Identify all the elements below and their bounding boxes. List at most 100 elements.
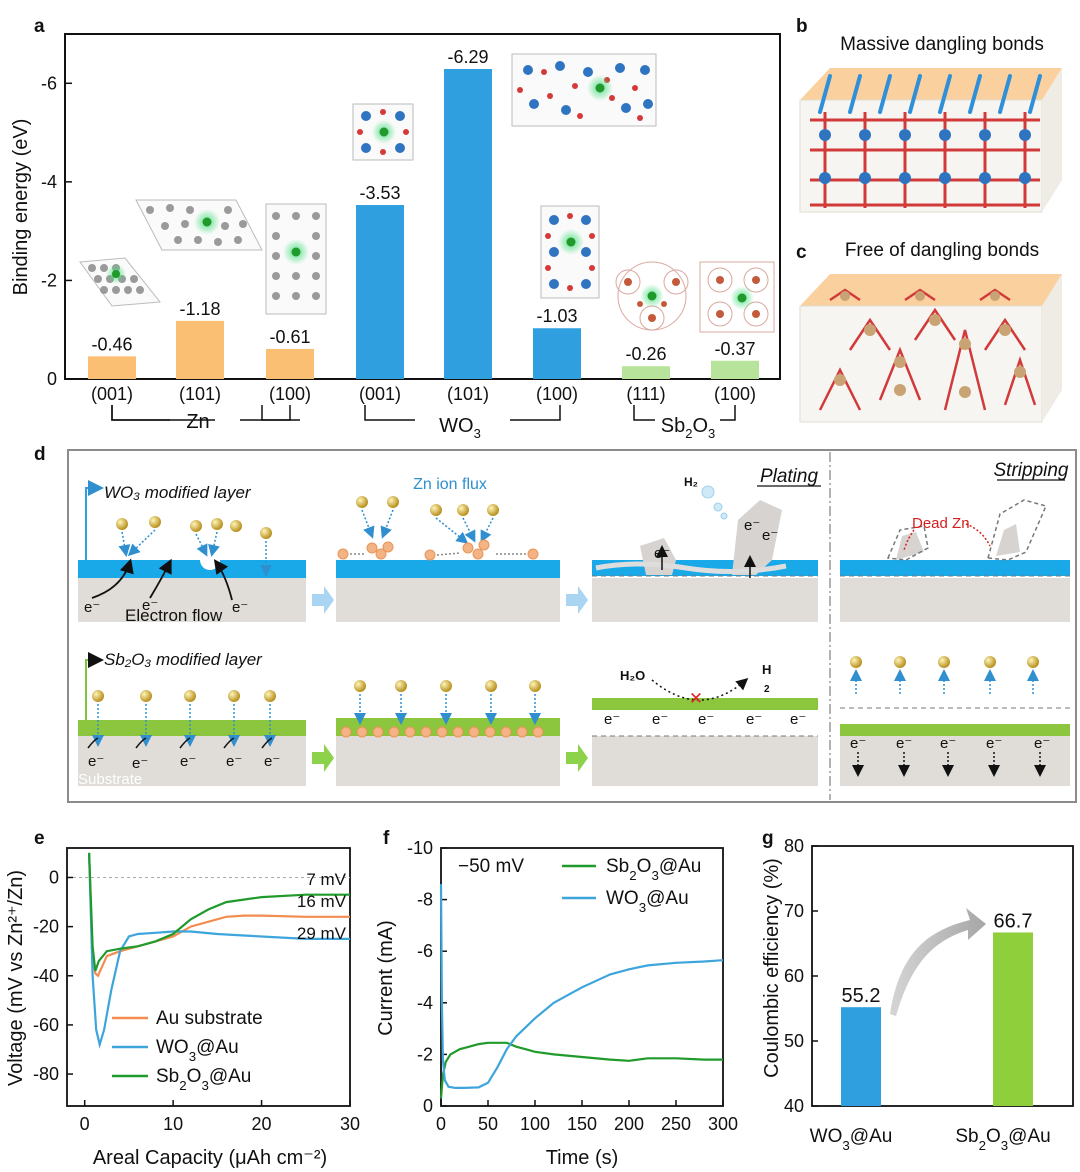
- x-tick-label-a-5: (100): [536, 384, 578, 404]
- y-tick-label-g: 70: [784, 901, 804, 921]
- series-line-f-0: [439, 1041, 723, 1099]
- x-tick-label-f: 250: [661, 1114, 691, 1134]
- x-tick-label-f: 100: [520, 1114, 550, 1134]
- plating-label: Plating: [760, 466, 819, 487]
- wo3-layer-pointer: [85, 480, 104, 562]
- y-tick-label-f: -4: [417, 993, 433, 1013]
- group-label-zn: Zn: [186, 411, 209, 433]
- y-tick-label-e: -40: [33, 966, 59, 986]
- panel-e-ylabel: Voltage (mV vs Zn²⁺/Zn): [5, 870, 27, 1086]
- y-tick-label-e: -60: [33, 1015, 59, 1035]
- series-line-f-1: [439, 884, 724, 1090]
- panel-a-ylabel: Binding energy (eV): [10, 119, 32, 296]
- series-line-e-0: [88, 852, 350, 978]
- wo3-100-structure-inset: [540, 205, 600, 299]
- wo3-001-structure-inset: [352, 103, 414, 161]
- y-tick-label-f: -2: [417, 1044, 433, 1064]
- bar-label-a-7: -0.37: [714, 339, 755, 359]
- y-tick-label-a: 0: [47, 369, 57, 389]
- panel-d-letter: d: [34, 444, 46, 465]
- y-tick-label-f: 0: [423, 1096, 433, 1116]
- electron-label: e⁻: [986, 735, 1002, 752]
- annotation-e-2: 29 mV: [297, 924, 347, 943]
- bar-a-6: [622, 366, 670, 379]
- bar-g-1: [993, 932, 1033, 1106]
- substrate-label: Substrate: [78, 771, 142, 788]
- bar-label-a-1: -1.18: [179, 299, 220, 319]
- panel-g-ylabel: Coulombic efficiency (%): [761, 858, 783, 1078]
- bar-label-a-4: -6.29: [447, 47, 488, 67]
- h2-label: H₂: [684, 475, 698, 489]
- wo3-layer-label: WO₃ modified layer: [104, 483, 252, 502]
- x-tick-label-e: 30: [340, 1114, 360, 1134]
- electron-label: e⁻: [896, 735, 912, 752]
- y-tick-label-a: -4: [41, 172, 57, 192]
- legend-label-e-2: Sb2O3@Au: [156, 1066, 251, 1093]
- electron-label: e⁻: [654, 545, 670, 562]
- panel-f-plot: 0 -2 -4 -6 -8 -10 0 50 100 150 200 250 300 Sb2O3@Au WO…: [407, 838, 738, 1134]
- panel-b-title: Massive dangling bonds: [840, 34, 1044, 55]
- h2o-label: H₂O: [620, 668, 645, 683]
- y-tick-label-g: 40: [784, 1096, 804, 1116]
- electron-label: e⁻: [1034, 735, 1050, 752]
- x-tick-label-f: 0: [436, 1114, 446, 1134]
- panel-f-xlabel: Time (s): [546, 1147, 619, 1169]
- electron-label: e⁻: [652, 711, 668, 728]
- electron-flow-label: Electron flow: [125, 606, 223, 625]
- x-tick-label-a-7: (100): [714, 384, 756, 404]
- electron-label: e⁻: [88, 753, 104, 770]
- panel-a-xticks: (001) (101) (100) (001) (101) (100) (111) (100): [91, 384, 756, 404]
- panel-f-letter: f: [383, 828, 390, 849]
- bar-label-a-3: -3.53: [359, 183, 400, 203]
- y-tick-label-g: 60: [784, 966, 804, 986]
- electron-label: e⁻: [232, 599, 248, 616]
- electron-label: e⁻: [698, 711, 714, 728]
- panel-a-letter: a: [34, 16, 45, 37]
- panel-c-title: Free of dangling bonds: [845, 240, 1039, 261]
- bar-label-a-6: -0.26: [625, 344, 666, 364]
- x-tick-label-a-3: (001): [359, 384, 401, 404]
- row1-transition-arrows: [312, 586, 588, 614]
- x-tick-label-a-2: (100): [269, 384, 311, 404]
- x-tick-label-g-0: WO3@Au: [810, 1126, 893, 1153]
- y-tick-label-f: -6: [417, 941, 433, 961]
- bar-label-a-2: -0.61: [269, 327, 310, 347]
- panel-f-condition: −50 mV: [458, 856, 524, 877]
- wo3-101-structure-inset: [511, 53, 657, 127]
- y-tick-label-e: 0: [49, 867, 59, 887]
- electron-label: e⁻: [226, 753, 242, 770]
- sb2o3-layer-pointer: [85, 652, 104, 720]
- x-tick-label-f: 200: [614, 1114, 644, 1134]
- bar-a-4: [444, 68, 492, 379]
- electron-label: e⁻: [132, 755, 148, 772]
- y-tick-label-e: -80: [33, 1064, 59, 1084]
- bar-g-0: [841, 1007, 881, 1106]
- electron-label: e⁻: [180, 753, 196, 770]
- electron-label: e⁻: [790, 711, 806, 728]
- bar-label-a-5: -1.03: [536, 306, 577, 326]
- panel-c-letter: c: [796, 242, 807, 263]
- y-tick-label-f: -8: [417, 890, 433, 910]
- panel-d-frame: [67, 449, 1077, 803]
- panel-e-frame: [66, 847, 351, 1107]
- wo3-stage-2: [336, 496, 560, 622]
- bar-a-1: [176, 320, 224, 379]
- panel-a-group-brackets: [111, 405, 736, 421]
- sb2o3-stage-1: e⁻ e⁻ e⁻ e⁻ e⁻ Substrate: [78, 690, 306, 788]
- blocked-x-mark: ✕: [689, 689, 703, 708]
- electron-label: e⁻: [940, 735, 956, 752]
- electron-label: e⁻: [850, 735, 866, 752]
- x-tick-label-e: 10: [163, 1114, 183, 1134]
- panel-b-letter: b: [796, 16, 808, 37]
- x-tick-label-a-4: (101): [447, 384, 489, 404]
- bar-label-g-0: 55.2: [842, 985, 881, 1007]
- zn-100-structure-inset: [265, 203, 327, 315]
- series-line-e-1: [88, 852, 350, 1049]
- row2-transition-arrows: [312, 744, 588, 772]
- x-tick-label-f: 50: [478, 1114, 498, 1134]
- sb2o3-111-structure-inset: [615, 261, 689, 331]
- x-tick-label-f: 150: [567, 1114, 597, 1134]
- efficiency-increase-arrow: [890, 908, 986, 1016]
- legend-label-f-1: WO3@Au: [606, 888, 689, 915]
